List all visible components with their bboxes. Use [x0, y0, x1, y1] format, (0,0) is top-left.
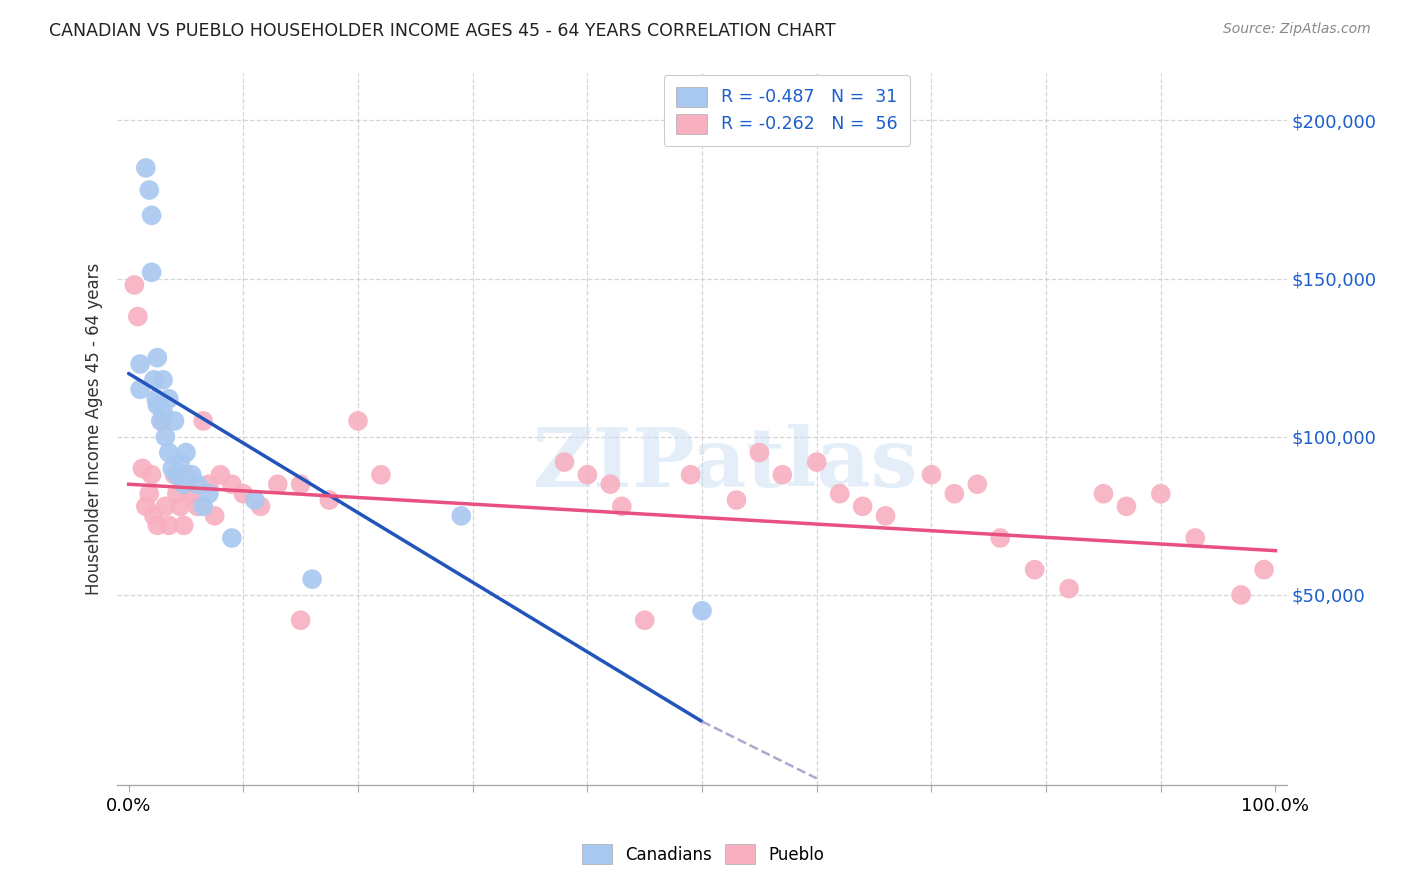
Point — [209, 467, 232, 482]
Point — [610, 500, 633, 514]
Point — [204, 508, 226, 523]
Point — [173, 518, 195, 533]
Point — [450, 508, 472, 523]
Point — [149, 414, 172, 428]
Point — [124, 277, 146, 292]
Point — [249, 500, 271, 514]
Point — [138, 486, 160, 500]
Point — [193, 500, 215, 514]
Point — [157, 518, 180, 533]
Point — [1184, 531, 1206, 545]
Point — [135, 500, 157, 514]
Point — [221, 477, 243, 491]
Point — [770, 467, 793, 482]
Point — [157, 392, 180, 406]
Point — [186, 500, 208, 514]
Point — [127, 310, 149, 324]
Text: ZIPatlas: ZIPatlas — [533, 425, 918, 505]
Point — [146, 398, 169, 412]
Point — [232, 486, 254, 500]
Y-axis label: Householder Income Ages 45 - 64 years: Householder Income Ages 45 - 64 years — [86, 263, 103, 595]
Point — [163, 467, 186, 482]
Point — [141, 467, 163, 482]
Point — [152, 414, 174, 428]
Point — [163, 414, 186, 428]
Point — [347, 414, 370, 428]
Point — [142, 508, 165, 523]
Point — [166, 486, 188, 500]
Point — [943, 486, 966, 500]
Point — [138, 183, 160, 197]
Point — [221, 531, 243, 545]
Point — [290, 477, 312, 491]
Point — [267, 477, 290, 491]
Point — [141, 208, 163, 222]
Point — [129, 357, 152, 371]
Point — [679, 467, 702, 482]
Point — [129, 382, 152, 396]
Point — [828, 486, 851, 500]
Point — [1092, 486, 1115, 500]
Point — [152, 373, 174, 387]
Point — [155, 430, 177, 444]
Point — [186, 477, 208, 491]
Point — [966, 477, 988, 491]
Point — [174, 467, 197, 482]
Point — [243, 493, 266, 508]
Point — [135, 161, 157, 175]
Point — [142, 373, 165, 387]
Point — [1024, 563, 1046, 577]
Point — [576, 467, 599, 482]
Text: Source: ZipAtlas.com: Source: ZipAtlas.com — [1223, 22, 1371, 37]
Point — [198, 477, 221, 491]
Point — [725, 493, 748, 508]
Point — [690, 604, 713, 618]
Point — [599, 477, 621, 491]
Legend: R = -0.487   N =  31, R = -0.262   N =  56: R = -0.487 N = 31, R = -0.262 N = 56 — [664, 75, 910, 146]
Point — [988, 531, 1011, 545]
Point — [198, 486, 221, 500]
Point — [141, 265, 163, 279]
Point — [852, 500, 875, 514]
Point — [553, 455, 575, 469]
Point — [152, 404, 174, 418]
Point — [1150, 486, 1173, 500]
Legend: Canadians, Pueblo: Canadians, Pueblo — [575, 838, 831, 871]
Point — [174, 445, 197, 459]
Point — [146, 518, 169, 533]
Point — [146, 351, 169, 365]
Point — [193, 414, 215, 428]
Point — [806, 455, 828, 469]
Point — [1057, 582, 1080, 596]
Point — [318, 493, 340, 508]
Point — [155, 500, 177, 514]
Point — [301, 572, 323, 586]
Point — [180, 467, 202, 482]
Point — [145, 392, 167, 406]
Point — [290, 613, 312, 627]
Point — [634, 613, 657, 627]
Point — [748, 445, 770, 459]
Point — [173, 477, 195, 491]
Point — [166, 467, 188, 482]
Point — [875, 508, 897, 523]
Point — [180, 486, 202, 500]
Point — [1115, 500, 1137, 514]
Point — [162, 461, 184, 475]
Point — [920, 467, 942, 482]
Point — [131, 461, 153, 475]
Point — [1230, 588, 1253, 602]
Point — [157, 445, 180, 459]
Point — [370, 467, 392, 482]
Point — [169, 500, 191, 514]
Point — [169, 455, 191, 469]
Point — [1253, 563, 1275, 577]
Text: CANADIAN VS PUEBLO HOUSEHOLDER INCOME AGES 45 - 64 YEARS CORRELATION CHART: CANADIAN VS PUEBLO HOUSEHOLDER INCOME AG… — [49, 22, 835, 40]
